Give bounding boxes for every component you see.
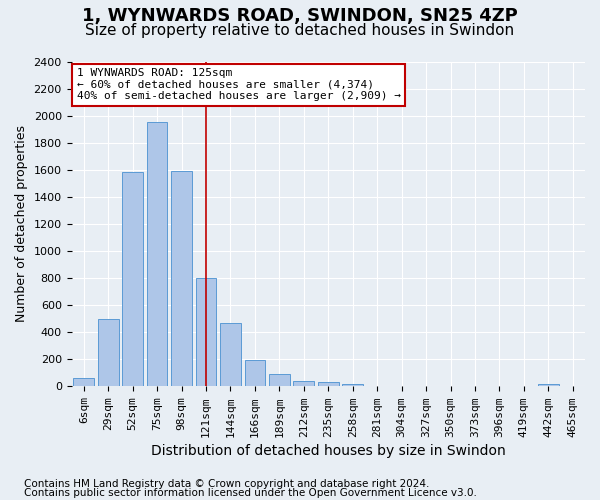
Bar bbox=[171, 171, 192, 386]
Bar bbox=[196, 278, 217, 386]
Bar bbox=[147, 122, 167, 386]
Bar bbox=[245, 360, 265, 386]
Bar bbox=[318, 382, 338, 386]
Text: 1 WYNWARDS ROAD: 125sqm
← 60% of detached houses are smaller (4,374)
40% of semi: 1 WYNWARDS ROAD: 125sqm ← 60% of detache… bbox=[77, 68, 401, 101]
Bar bbox=[269, 374, 290, 386]
Bar bbox=[73, 378, 94, 386]
X-axis label: Distribution of detached houses by size in Swindon: Distribution of detached houses by size … bbox=[151, 444, 506, 458]
Y-axis label: Number of detached properties: Number of detached properties bbox=[15, 126, 28, 322]
Bar bbox=[98, 318, 119, 386]
Bar bbox=[220, 322, 241, 386]
Text: Contains HM Land Registry data © Crown copyright and database right 2024.: Contains HM Land Registry data © Crown c… bbox=[24, 479, 430, 489]
Bar bbox=[122, 172, 143, 386]
Bar bbox=[293, 381, 314, 386]
Text: 1, WYNWARDS ROAD, SWINDON, SN25 4ZP: 1, WYNWARDS ROAD, SWINDON, SN25 4ZP bbox=[82, 8, 518, 26]
Text: Size of property relative to detached houses in Swindon: Size of property relative to detached ho… bbox=[85, 22, 515, 38]
Bar bbox=[538, 384, 559, 386]
Bar bbox=[343, 384, 363, 386]
Text: Contains public sector information licensed under the Open Government Licence v3: Contains public sector information licen… bbox=[24, 488, 477, 498]
